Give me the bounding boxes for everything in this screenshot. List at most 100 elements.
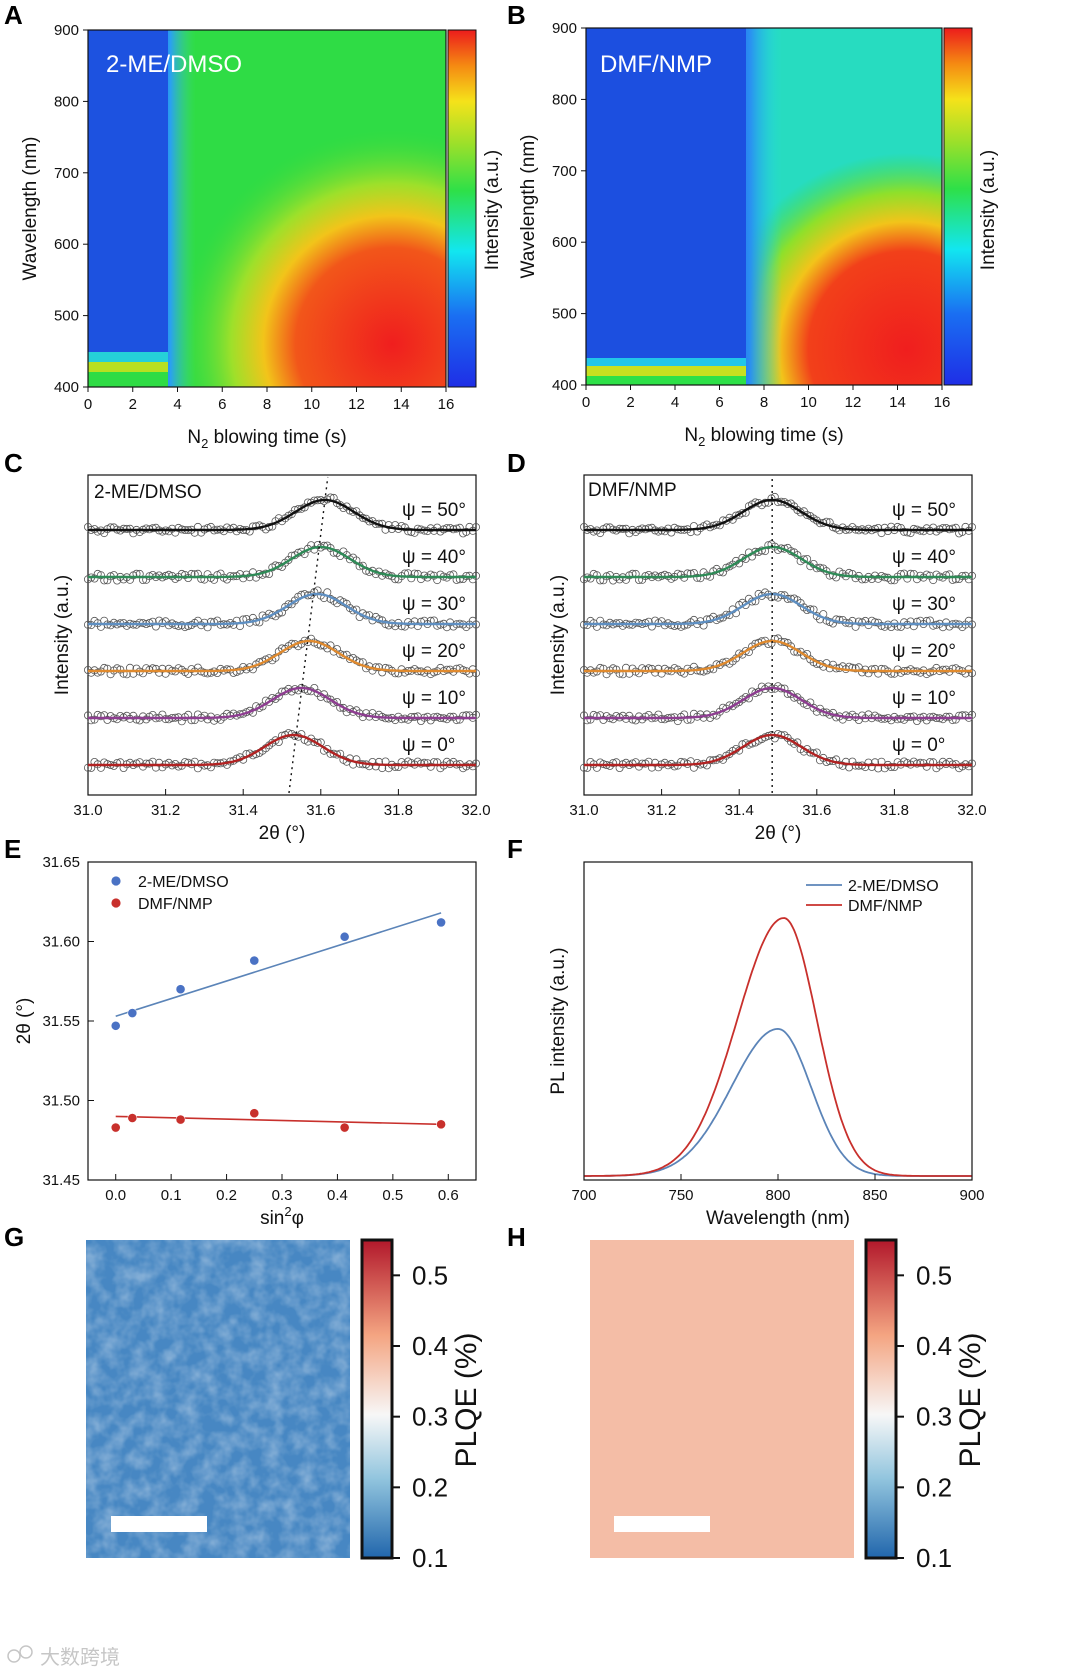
- data-point: [696, 667, 705, 676]
- data-point: [806, 748, 815, 757]
- data-point-series-1: [127, 1113, 138, 1123]
- data-point: [142, 524, 151, 533]
- data-point: [336, 650, 345, 659]
- data-point: [452, 524, 461, 533]
- data-point: [132, 715, 141, 724]
- panel-d-plot: ψ = 0° ψ = 10° ψ = 20° ψ = 30° ψ = 40° ψ = 50…: [548, 477, 987, 844]
- data-point-series-1: [339, 1122, 350, 1133]
- fit-line-series-5: [88, 498, 476, 532]
- panel-e-letter: E: [4, 834, 21, 864]
- y-tick-label: 800: [54, 93, 79, 110]
- y-tick-label: 500: [552, 306, 577, 323]
- data-point: [893, 715, 902, 724]
- y-tick-label: 700: [54, 165, 79, 182]
- x-tick-label: 850: [862, 1187, 887, 1204]
- data-point-series-1: [175, 1114, 186, 1125]
- y-tick-label: 31.65: [42, 854, 80, 871]
- data-point: [446, 571, 455, 580]
- panel-h-scale-bar: [614, 1516, 710, 1532]
- data-point: [339, 651, 348, 660]
- fit-line-series-4: [88, 545, 476, 579]
- legend-label-series-0: 2-ME/DMSO: [848, 878, 939, 895]
- data-point: [942, 571, 951, 580]
- data-point-series-0: [127, 1008, 138, 1018]
- data-point-series-1: [249, 1108, 260, 1119]
- data-point: [628, 715, 637, 724]
- data-point: [187, 716, 196, 725]
- panel-h-map: [590, 1240, 854, 1558]
- x-tick-label: 12: [845, 394, 862, 411]
- data-point: [589, 527, 598, 536]
- panel-d-frame: [583, 474, 973, 796]
- data-point: [164, 570, 173, 579]
- x-tick-label: 31.2: [151, 802, 180, 819]
- x-axis-label-base: sin: [260, 1208, 284, 1229]
- panel-g-colorbar: [360, 1238, 394, 1560]
- panel-c-plot: ψ = 0° ψ = 10° ψ = 20° ψ = 30° ψ = 40° ψ = 50…: [52, 476, 491, 844]
- panel-b-colorbar-label: Intensity (a.u.): [978, 150, 999, 270]
- data-point: [589, 668, 598, 677]
- data-point: [583, 716, 592, 725]
- series-label-psi: ψ = 50°: [402, 500, 466, 521]
- colorbar-tick-label: 0.2: [412, 1472, 448, 1502]
- x-tick-label: 31.0: [569, 802, 598, 819]
- data-point-series-0: [249, 955, 260, 966]
- panel-a-title: 2-ME/DMSO: [106, 51, 242, 78]
- x-tick-label: 0: [84, 396, 92, 413]
- panel-a-colorbar: [447, 29, 477, 388]
- x-tick-label: 0.5: [382, 1187, 403, 1204]
- fit-line-series-5: [584, 498, 972, 532]
- y-tick-label: 600: [552, 234, 577, 251]
- data-point: [741, 647, 750, 656]
- data-point: [113, 759, 122, 768]
- data-point: [803, 606, 812, 615]
- x-tick-label: 31.0: [73, 802, 102, 819]
- data-point: [446, 524, 455, 533]
- data-point-series-1: [436, 1119, 446, 1130]
- data-point: [638, 524, 647, 533]
- data-point: [854, 617, 863, 626]
- data-point: [670, 622, 679, 631]
- legend-marker-series-1: [111, 898, 121, 908]
- legend-label-series-0: 2-ME/DMSO: [138, 874, 229, 891]
- data-point: [900, 527, 909, 536]
- x-tick-label: 750: [668, 1187, 693, 1204]
- x-tick-label: 900: [959, 1187, 984, 1204]
- data-point: [442, 524, 451, 533]
- x-tick-label: 2: [129, 396, 137, 413]
- watermark: 大数跨境: [7, 1645, 120, 1669]
- data-point: [948, 524, 957, 533]
- data-point: [452, 716, 461, 725]
- x-tick-label: 31.4: [229, 802, 258, 819]
- data-point: [887, 763, 896, 772]
- panel-a-letter: A: [4, 0, 23, 30]
- data-point: [381, 663, 390, 672]
- x-axis-label-script: 2: [201, 436, 208, 451]
- fit-line-series-3: [584, 592, 972, 626]
- x-tick-label: 31.8: [880, 802, 909, 819]
- fit-line-series-1: [88, 686, 476, 720]
- x-tick-label: 0.4: [327, 1187, 348, 1204]
- data-point: [913, 759, 922, 768]
- data-point: [803, 510, 812, 519]
- data-point: [660, 570, 669, 579]
- data-point: [174, 762, 183, 771]
- fit-line-series-1: [115, 1115, 442, 1126]
- panel-c-title: 2-ME/DMSO: [94, 482, 202, 503]
- data-point: [835, 615, 844, 624]
- series-label-psi: ψ = 0°: [402, 735, 455, 756]
- data-point: [916, 758, 925, 767]
- x-axis-label: Wavelength (nm): [706, 1208, 850, 1229]
- x-tick-label: 31.2: [647, 802, 676, 819]
- panel-h-colorbar-label: PLQE (%): [954, 1332, 987, 1467]
- data-point: [592, 712, 601, 721]
- data-point: [158, 527, 167, 536]
- series-label-psi: ψ = 50°: [892, 500, 956, 521]
- x-tick-label: 16: [438, 396, 455, 413]
- x-tick-label: 14: [889, 394, 906, 411]
- data-point: [452, 664, 461, 673]
- x-axis-label-rest: blowing time (s): [705, 425, 843, 446]
- x-tick-label: 31.6: [306, 802, 335, 819]
- y-axis-label: Wavelength (nm): [20, 137, 41, 281]
